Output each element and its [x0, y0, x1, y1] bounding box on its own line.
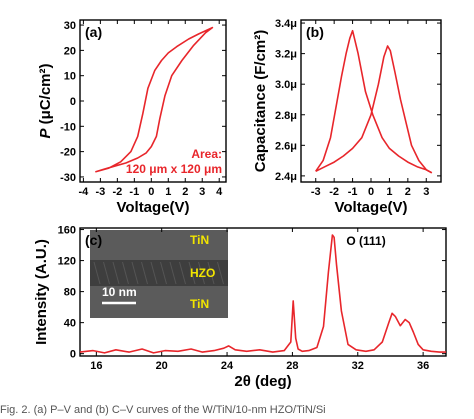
plot-frame — [300, 19, 442, 183]
tem-lattice-fringe — [131, 261, 139, 285]
x-tick-label: 36 — [417, 360, 429, 372]
y-tick-label: 3.0μ — [275, 79, 297, 91]
x-tick-label: 3 — [199, 186, 205, 198]
scale-bar-label: 10 nm — [102, 285, 137, 299]
tem-lattice-fringe — [93, 261, 101, 285]
tem-lattice-fringe — [169, 261, 177, 285]
x-tick-label: 1 — [386, 186, 392, 198]
tem-lattice-fringe — [217, 261, 224, 285]
x-tick-label: -1 — [129, 186, 139, 198]
x-tick-label: 2 — [182, 186, 188, 198]
data-series-1 — [95, 26, 214, 173]
data-series-1 — [315, 29, 433, 174]
x-tick-label: -4 — [79, 186, 90, 198]
tem-lattice-fringe — [122, 261, 129, 285]
tem-lattice-fringe — [150, 261, 158, 285]
y-tick-label: 3.4μ — [275, 18, 297, 30]
x-tick-label: 16 — [90, 360, 102, 372]
tem-hzo-layer — [90, 260, 228, 286]
y-axis-label: P (μC/cm²) — [37, 63, 54, 138]
y-tick-label: -10 — [60, 121, 76, 133]
x-axis-label: Voltage(V) — [116, 199, 189, 216]
x-tick-label: -2 — [112, 186, 122, 198]
y-tick-label: 120 — [58, 256, 76, 268]
x-tick-label: 32 — [352, 360, 364, 372]
panel-label: (a) — [85, 24, 102, 40]
inset-label: HZO — [190, 266, 215, 280]
x-tick-label: -3 — [311, 186, 321, 198]
tem-lattice-fringe — [198, 261, 205, 285]
x-tick-label: 24 — [221, 360, 234, 372]
panel-c: TiN HZO TiN 10 nm 16 20 24 28 32 36 0 40 80 120 160 (c)… — [33, 225, 447, 390]
y-axis-label: Intensity (A.U.) — [33, 239, 50, 345]
y-axis-label: Capacitance (F/cm²) — [252, 30, 269, 173]
tem-lattice-fringe — [188, 261, 196, 285]
y-tick-label: 20 — [64, 45, 76, 57]
x-tick-label: -2 — [329, 186, 339, 198]
x-axis-label: Voltage(V) — [334, 199, 407, 216]
y-tick-label: 30 — [64, 20, 76, 32]
y-tick-label: -30 — [60, 172, 76, 184]
area-annotation-line2: 120 μm x 120 μm — [126, 162, 222, 176]
peak-annotation: O (111) — [346, 234, 385, 248]
tem-lattice-fringe — [103, 261, 110, 285]
y-tick-label: 0 — [70, 96, 76, 108]
x-tick-label: 20 — [156, 360, 168, 372]
x-tick-label: 4 — [216, 186, 223, 198]
tem-lattice-fringe — [141, 261, 148, 285]
y-tick-label: 2.6μ — [275, 140, 297, 152]
x-tick-label: 2 — [405, 186, 411, 198]
y-tick-label: 40 — [64, 318, 76, 330]
x-tick-label: 0 — [368, 186, 374, 198]
tem-lattice-fringe — [179, 261, 186, 285]
y-tick-label: 3.2μ — [275, 49, 297, 61]
x-tick-label: 0 — [148, 186, 154, 198]
x-axis-label: 2θ (deg) — [234, 373, 291, 390]
tem-lattice-fringe — [112, 261, 120, 285]
panel-label: (b) — [306, 24, 324, 40]
y-tick-label: -20 — [60, 147, 76, 159]
y-axis-label-unit: (μC/cm²) — [37, 63, 54, 128]
y-tick-label: 2.4μ — [275, 171, 297, 183]
data-series-2 — [315, 45, 433, 174]
data-series-1 — [79, 234, 446, 354]
y-tick-label: 80 — [64, 287, 76, 299]
y-tick-label: 2.8μ — [275, 110, 297, 122]
inset-label: TiN — [190, 297, 209, 311]
x-tick-label: 28 — [286, 360, 298, 372]
y-tick-label: 10 — [64, 71, 76, 83]
y-tick-label: 0 — [70, 349, 76, 361]
figure-caption: Fig. 2. (a) P–V and (b) C–V curves of th… — [0, 404, 326, 416]
x-tick-label: -3 — [95, 186, 105, 198]
panel-label: (c) — [85, 232, 102, 248]
x-tick-label: 3 — [423, 186, 429, 198]
y-tick-label: 160 — [58, 225, 76, 237]
x-tick-label: 1 — [165, 186, 171, 198]
tem-lattice-fringe — [207, 261, 215, 285]
y-axis-label-symbol: P — [37, 128, 54, 139]
inset-label: TiN — [190, 233, 209, 247]
x-tick-label: -1 — [348, 186, 358, 198]
area-annotation-line1: Area: — [191, 147, 222, 161]
tem-lattice-fringe — [160, 261, 167, 285]
panel-b: -3 -2 -1 0 1 2 3 2.4μ 2.6μ 2.8μ 3.0μ 3.2μ 3.4μ (b) Vol… — [252, 18, 442, 216]
